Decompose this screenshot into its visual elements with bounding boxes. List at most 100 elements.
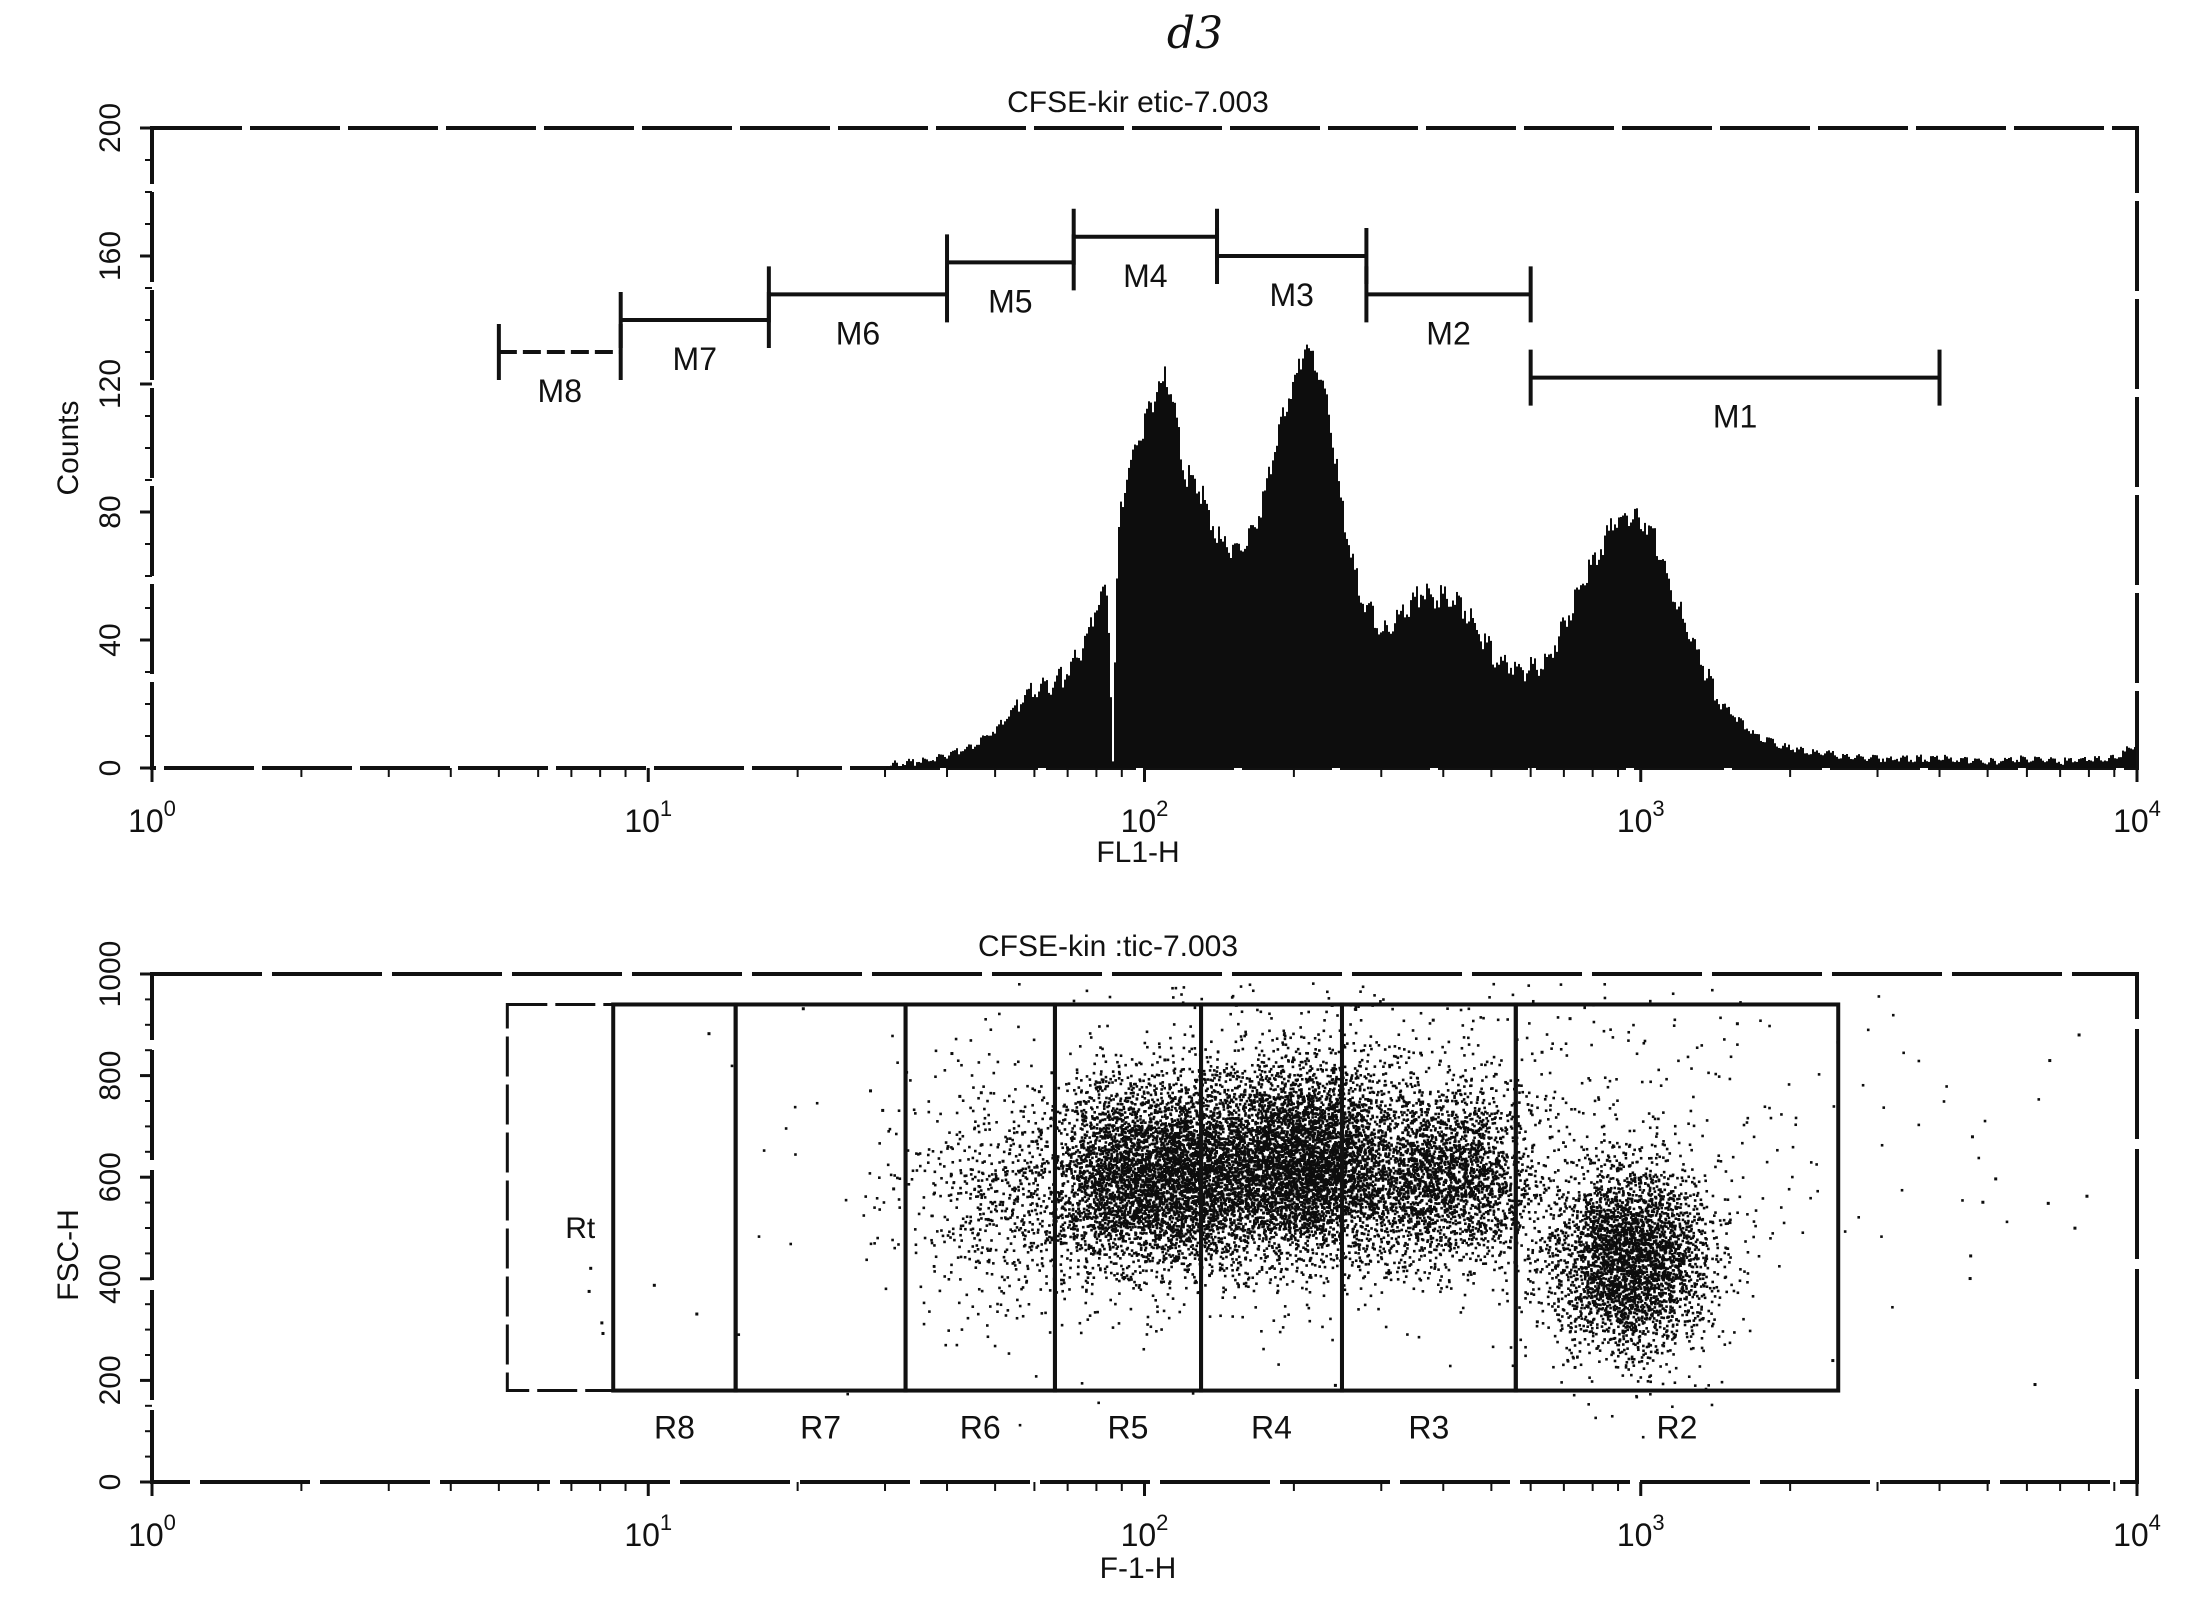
scatter-point: [1134, 1199, 1137, 1202]
scatter-point: [1029, 1160, 1033, 1164]
scatter-point: [977, 1170, 981, 1174]
histogram-bar: [1502, 660, 1504, 768]
scatter-point: [1190, 1201, 1194, 1204]
scatter-point: [1032, 1241, 1036, 1245]
scatter-point: [1008, 1152, 1012, 1155]
scatter-point: [1244, 1179, 1248, 1182]
scatter-point: [989, 1218, 993, 1222]
scatter-point: [1209, 1232, 1213, 1236]
histogram-bar: [2098, 756, 2100, 768]
scatter-point: [1110, 1148, 1114, 1152]
histogram-bar: [1046, 680, 1048, 768]
scatter-point: [1063, 1273, 1066, 1277]
scatter-point: [1079, 1100, 1082, 1104]
scatter-point: [1104, 1235, 1108, 1239]
scatter-point: [943, 1240, 946, 1244]
scatter-point: [1011, 1208, 1015, 1212]
scatter-point: [1136, 1235, 1140, 1239]
scatter-point: [1107, 1219, 1111, 1223]
scatter-point: [1006, 1237, 1010, 1240]
scatter-point: [1059, 1263, 1063, 1266]
scatter-point: [943, 1275, 947, 1278]
scatter-point: [1147, 1134, 1150, 1138]
scatter-point: [1113, 1116, 1116, 1119]
scatter-point: [1254, 1168, 1257, 1172]
histogram-bar: [984, 735, 986, 768]
scatter-point: [1077, 1259, 1080, 1262]
scatter-point: [1097, 1171, 1100, 1175]
scatter-point: [1214, 1133, 1218, 1136]
scatter-point: [1237, 1285, 1240, 1289]
scatter-point: [1180, 1205, 1184, 1209]
histogram-bar: [1720, 709, 1722, 768]
scatter-point: [960, 1328, 964, 1331]
scatter-point: [1206, 1087, 1209, 1091]
scatter-point: [1117, 1207, 1120, 1211]
scatter-point: [1066, 1215, 1069, 1218]
scatter-point: [1086, 1281, 1089, 1285]
scatter-point: [1061, 1242, 1065, 1245]
scatter-point: [1100, 1177, 1104, 1181]
scatter-point: [987, 1258, 991, 1262]
scatter-point: [1040, 1128, 1043, 1132]
histogram-bar: [1644, 522, 1646, 768]
scatter-point: [1134, 1270, 1137, 1273]
scatter-point: [1220, 1181, 1224, 1185]
scatter-point: [1112, 1098, 1115, 1101]
scatter-point: [1142, 1227, 1145, 1230]
scatter-point: [1143, 1228, 1146, 1232]
scatter-point: [1189, 1240, 1193, 1243]
scatter-point: [878, 1208, 882, 1211]
histogram-bar: [2034, 756, 2036, 768]
histogram-bar: [1420, 594, 1422, 768]
histogram-bar: [2016, 759, 2018, 768]
scatter-point: [1102, 1170, 1106, 1173]
scatter-point: [988, 1222, 992, 1226]
scatter-point: [971, 1168, 974, 1172]
scatter-point: [1110, 1184, 1113, 1188]
histogram-bar: [1962, 758, 1964, 768]
scatter-point: [1248, 1232, 1252, 1235]
scatter-point: [1102, 1198, 1106, 1202]
histogram-bar: [1662, 559, 1664, 768]
histogram-bar: [1258, 516, 1260, 768]
scatter-point: [1110, 1094, 1113, 1097]
scatter-point: [1073, 1131, 1077, 1134]
scatter-point: [1125, 1100, 1129, 1103]
histogram-bar: [1346, 538, 1348, 768]
histogram-bar: [1700, 664, 1702, 768]
scatter-point: [1163, 1086, 1166, 1090]
scatter-point: [1035, 1246, 1038, 1249]
histogram-bar: [1282, 407, 1284, 768]
scatter-point: [1094, 1173, 1098, 1176]
scatter-point: [1013, 1063, 1017, 1066]
scatter-point: [1213, 1207, 1216, 1211]
scatter-point: [1156, 1245, 1159, 1248]
scatter-point: [973, 1127, 976, 1131]
scatter-point: [985, 1178, 989, 1181]
scatter-point: [1029, 1241, 1033, 1245]
scatter-point: [878, 1176, 881, 1179]
scatter-point: [1104, 1129, 1108, 1133]
scatter-point: [1263, 1134, 1267, 1138]
histogram-bar: [1384, 620, 1386, 768]
scatter-point: [1182, 1128, 1186, 1131]
scatter-point: [1035, 1202, 1039, 1206]
scatter-point: [1169, 1160, 1173, 1163]
scatter-point: [1194, 1091, 1198, 1095]
histogram-bar: [960, 751, 962, 768]
scatter-point: [949, 1271, 953, 1274]
scatter-point: [998, 1012, 1001, 1016]
scatter-point: [1115, 1214, 1119, 1217]
scatter-point: [1112, 1262, 1116, 1265]
scatter-point: [1226, 1250, 1229, 1254]
scatter-point: [1133, 1210, 1136, 1214]
scatter-point: [1212, 1135, 1215, 1139]
histogram-bar: [1856, 755, 1858, 768]
scatter-point: [1125, 1152, 1128, 1155]
scatter-point: [1150, 1214, 1154, 1218]
histogram-bar: [1474, 622, 1476, 768]
histogram-bar: [1256, 528, 1258, 768]
scatter-point: [1062, 1170, 1065, 1174]
